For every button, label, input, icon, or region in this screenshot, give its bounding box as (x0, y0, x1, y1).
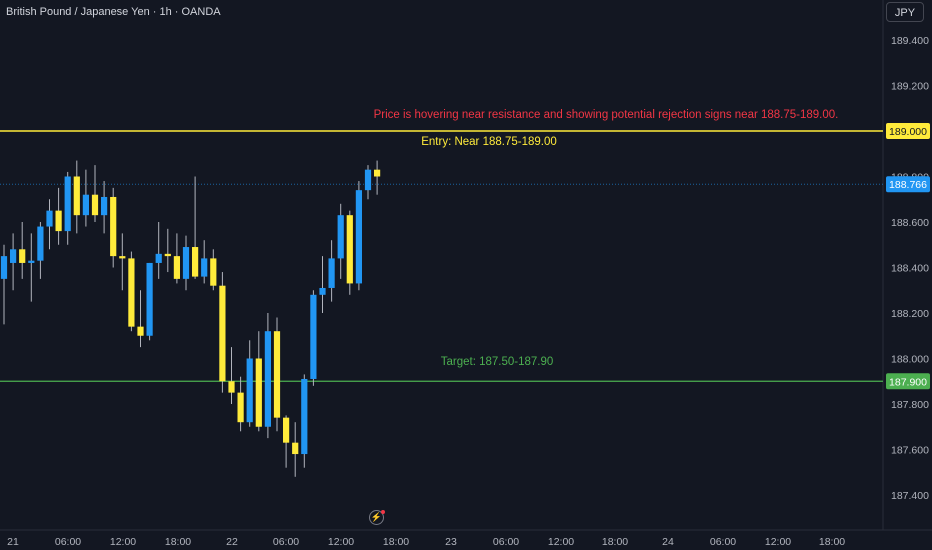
y-tick-label: 189.400 (891, 35, 929, 47)
lightning-icon[interactable]: ⚡ (369, 510, 384, 525)
candle-body[interactable] (0, 256, 8, 279)
x-tick-label: 06:00 (55, 536, 81, 548)
candle-body[interactable] (337, 215, 344, 259)
candle-body[interactable] (37, 226, 44, 261)
currency-button[interactable]: JPY (886, 2, 924, 22)
candle-body[interactable] (64, 176, 71, 232)
x-tick-label: 06:00 (273, 536, 299, 548)
candle-body[interactable] (210, 258, 217, 286)
candle-body[interactable] (273, 331, 281, 418)
y-tick-label: 187.400 (891, 490, 929, 502)
candle-body[interactable] (155, 253, 162, 263)
candle-body[interactable] (355, 190, 362, 284)
x-tick-label: 21 (7, 536, 19, 548)
resistance-price-label: 189.000 (889, 126, 927, 138)
annotation-note: Price is hovering near resistance and sh… (374, 109, 839, 121)
candle-body[interactable] (246, 358, 253, 423)
candle-body[interactable] (128, 258, 135, 327)
annotation-entry: Entry: Near 188.75-189.00 (421, 136, 557, 148)
current-price-label-bg (886, 176, 930, 193)
y-tick-label: 187.600 (891, 445, 929, 457)
candle-body[interactable] (10, 249, 17, 263)
candle-body[interactable] (192, 247, 199, 277)
x-tick-label: 18:00 (165, 536, 191, 548)
target-price-label-bg (886, 373, 930, 390)
candle-body[interactable] (119, 256, 126, 259)
candle-body[interactable] (182, 247, 190, 279)
x-tick-label: 06:00 (710, 536, 736, 548)
candle-body[interactable] (328, 258, 335, 288)
candle-body[interactable] (319, 287, 326, 295)
candle-body[interactable] (228, 381, 235, 393)
candle-body[interactable] (82, 194, 89, 216)
candle-body[interactable] (255, 358, 262, 427)
annotation-target: Target: 187.50-187.90 (441, 356, 554, 368)
candle-body[interactable] (346, 215, 353, 284)
y-tick-label: 188.400 (891, 263, 929, 275)
candle-body[interactable] (310, 294, 317, 379)
candle-body[interactable] (173, 256, 180, 279)
candle-body[interactable] (28, 260, 35, 263)
candle-body[interactable] (91, 194, 99, 216)
candle-body[interactable] (201, 258, 208, 277)
candle-body[interactable] (19, 249, 26, 263)
candle-body[interactable] (137, 326, 144, 336)
target-price-label: 187.900 (889, 376, 927, 388)
y-tick-label: 188.600 (891, 217, 929, 229)
x-tick-label: 06:00 (493, 536, 519, 548)
x-tick-label: 18:00 (383, 536, 409, 548)
x-tick-label: 22 (226, 536, 238, 548)
candle-body[interactable] (110, 196, 117, 257)
candle-body[interactable] (292, 442, 299, 455)
current-price-label: 188.766 (889, 179, 927, 191)
candle-body[interactable] (101, 196, 108, 216)
x-tick-label: 12:00 (328, 536, 354, 548)
x-tick-label: 18:00 (602, 536, 628, 548)
candle-body[interactable] (73, 176, 80, 216)
candle-body[interactable] (237, 392, 244, 423)
resistance-price-label-bg (886, 123, 930, 139)
x-tick-label: 12:00 (765, 536, 791, 548)
candle-body[interactable] (364, 169, 372, 191)
y-tick-label: 188.000 (891, 354, 929, 366)
x-tick-label: 18:00 (819, 536, 845, 548)
symbol-title[interactable]: British Pound / Japanese Yen · 1h · OAND… (6, 6, 221, 18)
candle-body[interactable] (164, 253, 171, 257)
y-tick-label: 188.200 (891, 308, 929, 320)
x-tick-label: 12:00 (110, 536, 136, 548)
x-tick-label: 24 (662, 536, 674, 548)
x-tick-label: 23 (445, 536, 457, 548)
candle-body[interactable] (283, 417, 290, 443)
x-tick-label: 12:00 (548, 536, 574, 548)
candle-body[interactable] (264, 331, 271, 427)
candle-body[interactable] (301, 378, 308, 455)
candle-body[interactable] (46, 210, 53, 227)
candle-body[interactable] (55, 210, 62, 232)
notification-dot (381, 510, 385, 514)
candle-body[interactable] (219, 285, 226, 382)
candle-body[interactable] (374, 169, 381, 177)
y-tick-label: 187.800 (891, 399, 929, 411)
candle-body[interactable] (146, 262, 153, 336)
y-tick-label: 189.200 (891, 81, 929, 93)
